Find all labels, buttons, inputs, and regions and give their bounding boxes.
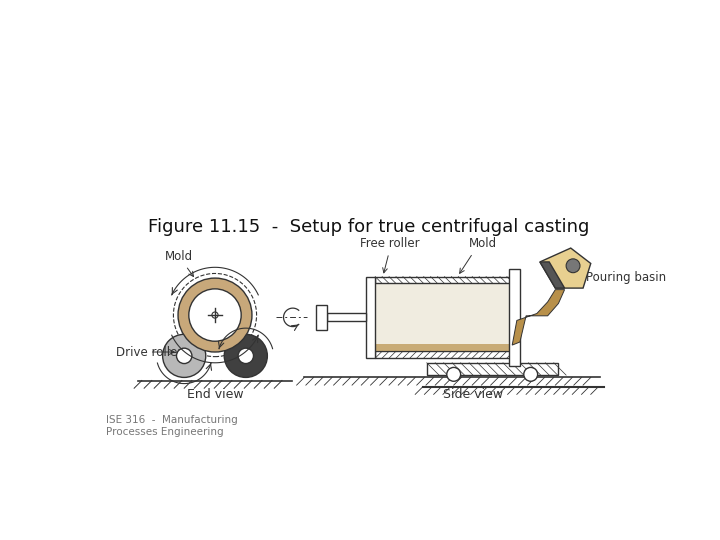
- Bar: [366, 276, 375, 358]
- Text: Mold: Mold: [459, 237, 498, 273]
- Bar: [316, 305, 328, 330]
- Text: Mold: Mold: [165, 250, 194, 276]
- Bar: [375, 351, 510, 358]
- Polygon shape: [540, 262, 564, 288]
- Circle shape: [176, 348, 192, 363]
- Text: Figure 11.15  -  Setup for true centrifugal casting: Figure 11.15 - Setup for true centrifuga…: [148, 218, 590, 235]
- Bar: [375, 343, 510, 351]
- Text: ISE 316  -  Manufacturing
Processes Engineering: ISE 316 - Manufacturing Processes Engine…: [106, 415, 238, 437]
- Polygon shape: [512, 289, 564, 345]
- Circle shape: [238, 348, 253, 363]
- Text: Side view: Side view: [443, 388, 503, 401]
- Circle shape: [224, 334, 267, 377]
- Bar: [427, 363, 558, 375]
- Circle shape: [189, 289, 241, 341]
- Text: Drive roller: Drive roller: [117, 346, 183, 359]
- Circle shape: [566, 259, 580, 273]
- Bar: [328, 313, 366, 321]
- Bar: [375, 284, 510, 351]
- Circle shape: [163, 334, 206, 377]
- Circle shape: [523, 367, 538, 381]
- Text: Pouring basin: Pouring basin: [580, 271, 666, 284]
- Polygon shape: [540, 248, 590, 288]
- Circle shape: [178, 278, 252, 352]
- Bar: [375, 276, 510, 284]
- Text: Free roller: Free roller: [360, 237, 419, 273]
- Bar: [509, 269, 520, 366]
- Circle shape: [447, 367, 461, 381]
- Text: End view: End view: [186, 388, 243, 401]
